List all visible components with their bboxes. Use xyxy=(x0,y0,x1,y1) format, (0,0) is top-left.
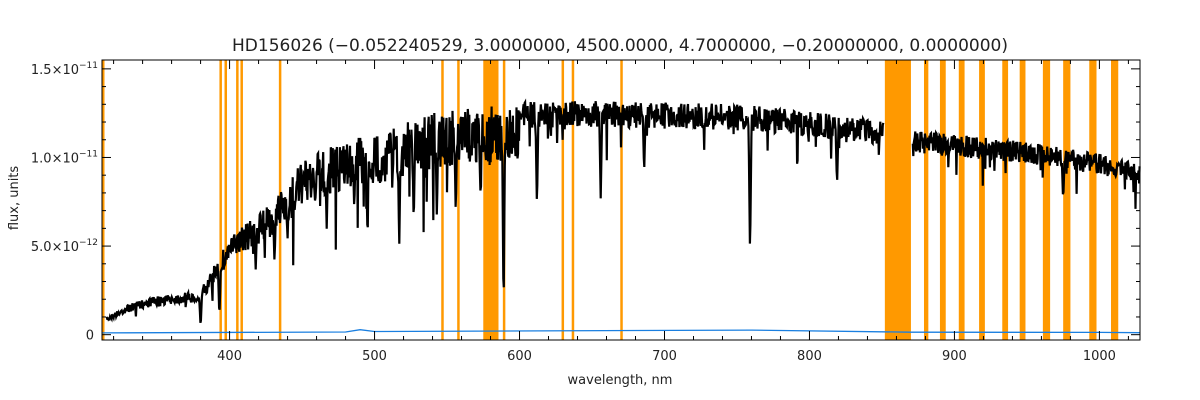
masked-region-0 xyxy=(102,60,105,340)
x-axis-label: wavelength, nm xyxy=(568,373,673,388)
masked-region-22 xyxy=(1089,60,1097,340)
plot-border xyxy=(101,59,1141,341)
error-line xyxy=(101,329,1141,334)
y-tick-exponent: −11 xyxy=(79,149,98,159)
x-tick-label-1: 500 xyxy=(362,349,387,364)
masked-region-4 xyxy=(240,60,243,340)
x-tick-label-5: 900 xyxy=(942,349,967,364)
masked-region-11 xyxy=(571,60,575,340)
masked-region-20 xyxy=(1042,60,1051,340)
plot-frame xyxy=(101,59,1141,341)
masked-region-19 xyxy=(1019,60,1026,340)
flux-line xyxy=(105,98,1141,324)
masked-region-1 xyxy=(219,60,222,340)
y-tick-label-3: 1.5×10−11 xyxy=(31,61,98,78)
masked-region-12 xyxy=(620,60,623,340)
masked-region-10 xyxy=(561,60,565,340)
x-tick-label-2: 600 xyxy=(507,349,532,364)
masked-regions xyxy=(102,60,1119,340)
masked-region-15 xyxy=(939,60,946,340)
y-tick-label-1: 5.0×10−12 xyxy=(31,238,98,255)
x-tick-label-6: 1000 xyxy=(1083,349,1116,364)
x-axis: 400 500 600 700 800 900 1000 xyxy=(113,60,1129,364)
masked-region-2 xyxy=(224,60,228,340)
flux-series xyxy=(105,98,1141,324)
masked-region-13 xyxy=(884,60,911,340)
y-tick-label-0: 0 xyxy=(86,329,94,344)
masked-region-21 xyxy=(1063,60,1071,340)
masked-region-7 xyxy=(457,60,460,340)
masked-region-16 xyxy=(958,60,965,340)
y-tick-exponent: −12 xyxy=(79,238,98,248)
x-tick-label-0: 400 xyxy=(217,349,242,364)
y-tick-label-2: 1.0×10−11 xyxy=(31,149,98,166)
y-axis-label: flux, units xyxy=(7,166,22,231)
masked-region-3 xyxy=(236,60,239,340)
y-tick-exponent: −11 xyxy=(79,61,98,71)
masked-region-8 xyxy=(483,60,499,340)
masked-region-18 xyxy=(1002,60,1009,340)
chart-title: HD156026 (−0.052240529, 3.0000000, 4500.… xyxy=(232,36,1008,56)
masked-region-6 xyxy=(441,60,444,340)
masked-region-17 xyxy=(979,60,985,340)
x-tick-label-4: 800 xyxy=(797,349,822,364)
x-tick-label-3: 700 xyxy=(652,349,677,364)
masked-region-14 xyxy=(923,60,929,340)
error-series xyxy=(101,329,1141,334)
masked-region-23 xyxy=(1111,60,1119,340)
